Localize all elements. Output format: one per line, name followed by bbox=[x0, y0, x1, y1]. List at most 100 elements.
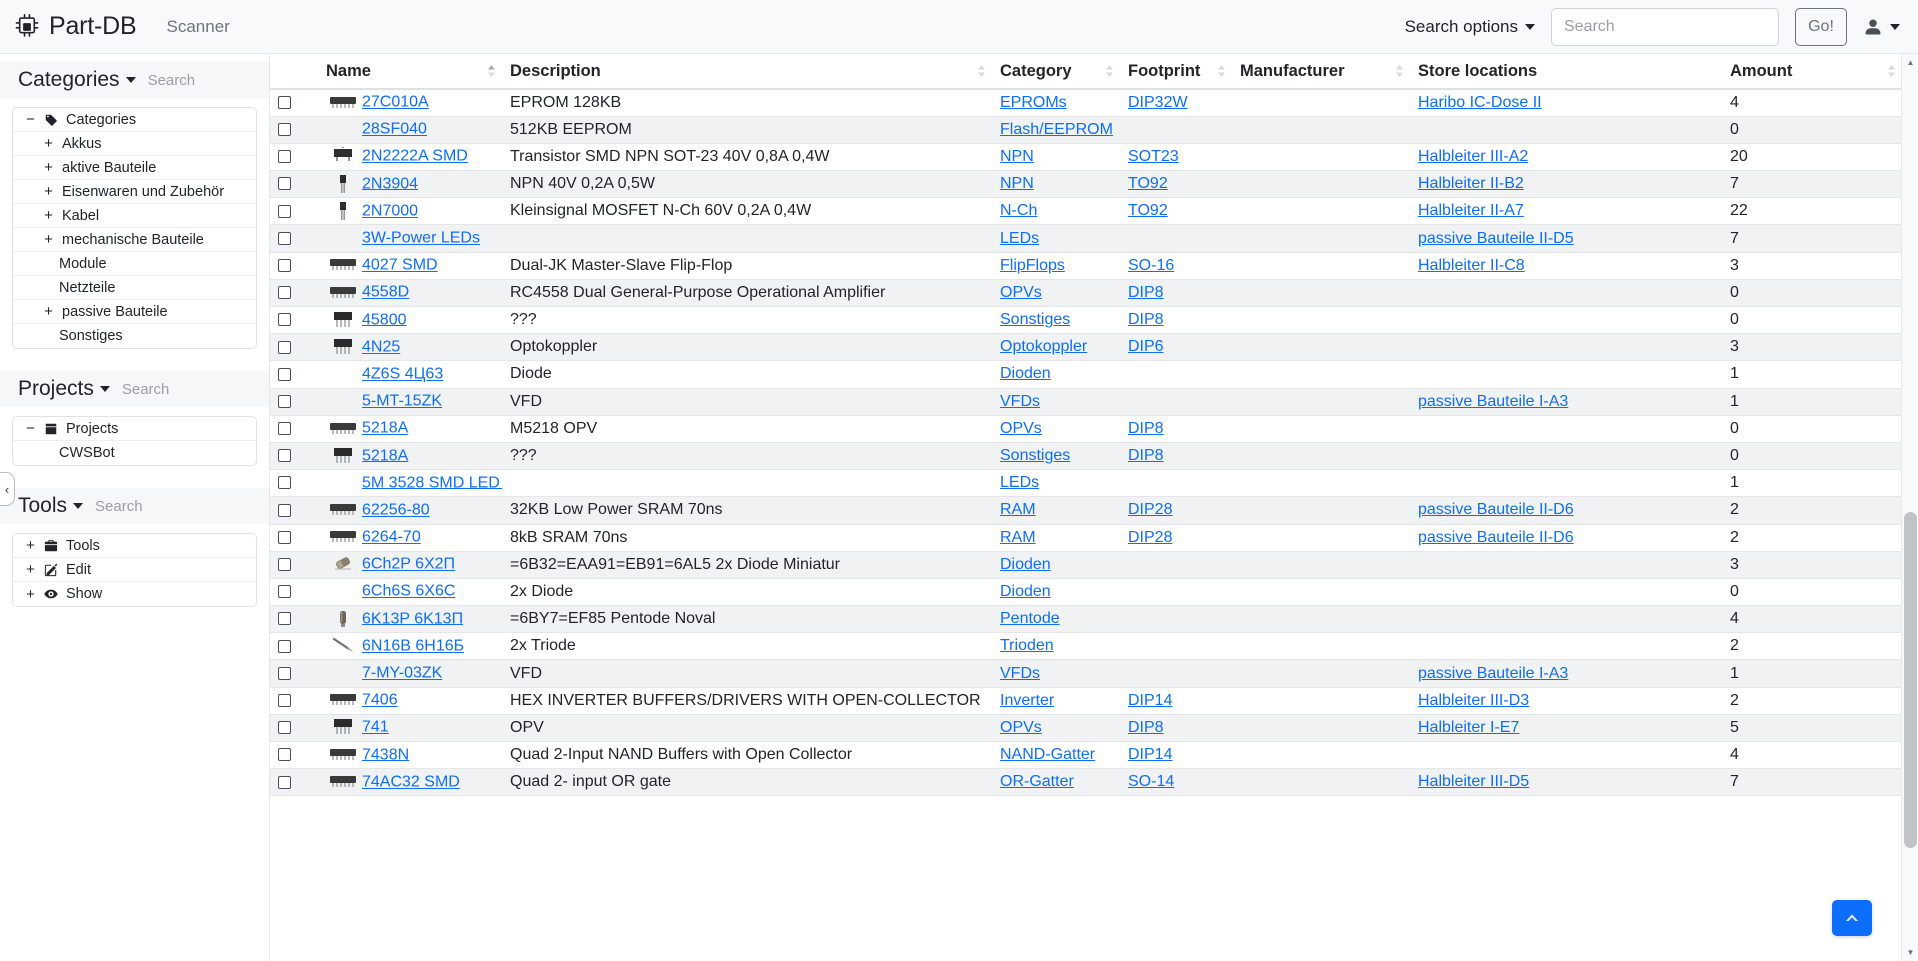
part-name-link[interactable]: 5M 3528 SMD LED RGB-Strip bbox=[362, 474, 502, 492]
table-row[interactable]: 5218A M5218 OPV OPVs DIP8 0 bbox=[270, 415, 1902, 443]
table-row[interactable]: 7-MY-03ZK VFD VFDs passive Bauteile I-A3 1 bbox=[270, 659, 1902, 688]
column-header-store-locations[interactable]: Store locations bbox=[1410, 54, 1722, 90]
footprint-link[interactable]: SO-16 bbox=[1128, 256, 1175, 274]
table-row[interactable]: 3W-Power LEDs LEDs passive Bauteile II-D5 7 bbox=[270, 224, 1902, 253]
category-link[interactable]: N-Ch bbox=[1000, 202, 1038, 220]
store-location-link[interactable]: passive Bauteile II-D5 bbox=[1418, 229, 1574, 247]
part-name-link[interactable]: 741 bbox=[362, 719, 389, 737]
part-name-link[interactable]: 28SF040 bbox=[362, 121, 427, 139]
column-header-category[interactable]: Category bbox=[992, 54, 1120, 90]
row-checkbox[interactable] bbox=[278, 231, 291, 245]
part-name-link[interactable]: 45800 bbox=[362, 311, 407, 329]
category-link[interactable]: NPN bbox=[1000, 175, 1034, 193]
table-row[interactable]: 4027 SMD Dual-JK Master-Slave Flip-Flop Fl… bbox=[270, 252, 1902, 280]
row-checkbox[interactable] bbox=[278, 639, 291, 653]
user-menu[interactable] bbox=[1863, 17, 1900, 37]
part-name-link[interactable]: 6K13P 6K13П bbox=[362, 610, 464, 628]
category-link[interactable]: Optokoppler bbox=[1000, 338, 1088, 356]
category-link[interactable]: OPVs bbox=[1000, 419, 1042, 437]
row-checkbox[interactable] bbox=[278, 585, 291, 599]
table-row[interactable]: 2N2222A SMD Transistor SMD NPN SOT-23 40V… bbox=[270, 143, 1902, 172]
expand-icon[interactable]: + bbox=[44, 159, 53, 176]
footprint-link[interactable]: TO92 bbox=[1128, 175, 1168, 193]
part-name-link[interactable]: 6Ch6S 6X6C bbox=[362, 583, 456, 601]
store-location-link[interactable]: Haribo IC-Dose II bbox=[1418, 93, 1542, 111]
tree-item-sonstiges[interactable]: Sonstiges bbox=[13, 324, 256, 348]
expand-icon[interactable]: + bbox=[44, 207, 53, 224]
tree-item-edit[interactable]: + Edit bbox=[13, 558, 256, 582]
category-link[interactable]: Inverter bbox=[1000, 691, 1055, 709]
categories-search-input[interactable] bbox=[147, 71, 268, 89]
vertical-scrollbar[interactable]: ▲ ▼ bbox=[1901, 54, 1918, 961]
category-link[interactable]: LEDs bbox=[1000, 229, 1040, 247]
scroll-to-top-button[interactable] bbox=[1832, 900, 1872, 936]
footprint-link[interactable]: DIP8 bbox=[1128, 419, 1164, 437]
row-checkbox[interactable] bbox=[278, 123, 291, 137]
part-name-link[interactable]: 2N7000 bbox=[362, 202, 419, 220]
row-checkbox[interactable] bbox=[278, 666, 291, 680]
category-link[interactable]: Sonstiges bbox=[1000, 447, 1071, 465]
footprint-link[interactable]: TO92 bbox=[1128, 202, 1168, 220]
footprint-link[interactable]: DIP8 bbox=[1128, 447, 1164, 465]
footprint-link[interactable]: DIP14 bbox=[1128, 746, 1173, 764]
table-row[interactable]: 6Ch6S 6X6C 2x Diode Dioden 0 bbox=[270, 578, 1902, 607]
category-link[interactable]: OPVs bbox=[1000, 718, 1042, 736]
table-row[interactable]: 2N3904 NPN 40V 0,2A 0,5W NPN TO92 Halbleiter… bbox=[270, 170, 1902, 199]
category-link[interactable]: NAND-Gatter bbox=[1000, 746, 1096, 764]
table-row[interactable]: 7438N Quad 2-Input NAND Buffers with Open… bbox=[270, 741, 1902, 770]
category-link[interactable]: Dioden bbox=[1000, 582, 1051, 600]
row-checkbox[interactable] bbox=[278, 340, 291, 354]
category-link[interactable]: EPROMs bbox=[1000, 93, 1067, 111]
store-location-link[interactable]: Halbleiter I-E7 bbox=[1418, 718, 1520, 736]
store-location-link[interactable]: passive Bauteile I-A3 bbox=[1418, 392, 1569, 410]
expand-icon[interactable]: + bbox=[44, 303, 53, 320]
table-row[interactable]: 6Ch2P 6X2П =6B32=EAA91=EB91=6AL5 2x Diode… bbox=[270, 551, 1902, 579]
category-link[interactable]: RAM bbox=[1000, 501, 1036, 519]
category-link[interactable]: Dioden bbox=[1000, 365, 1051, 383]
table-row[interactable]: 5-MT-15ZK VFD VFDs passive Bauteile I-A3 1 bbox=[270, 388, 1902, 416]
store-location-link[interactable]: Halbleiter II-C8 bbox=[1418, 256, 1525, 274]
table-row[interactable]: 62256-80 32KB Low Power SRAM 70ns RAM DIP28… bbox=[270, 496, 1902, 525]
tree-item-projects[interactable]: − Projects bbox=[13, 417, 256, 441]
category-link[interactable]: VFDs bbox=[1000, 664, 1040, 682]
table-row[interactable]: 5218A??? Sonstiges DIP8 0 bbox=[270, 442, 1902, 471]
store-location-link[interactable]: passive Bauteile II-D6 bbox=[1418, 501, 1574, 519]
tree-item-tools[interactable]: + Tools bbox=[13, 534, 256, 558]
scrollbar-up-arrow[interactable]: ▲ bbox=[1906, 58, 1915, 67]
expand-icon[interactable]: + bbox=[26, 537, 35, 554]
tools-search-input[interactable] bbox=[95, 497, 216, 515]
row-checkbox[interactable] bbox=[278, 748, 291, 762]
projects-search-input[interactable] bbox=[121, 380, 242, 398]
part-name-link[interactable]: 7-MY-03ZK bbox=[362, 664, 443, 682]
table-row[interactable]: 4Z6S 4Ц63 Diode Dioden 1 bbox=[270, 360, 1902, 389]
search-options-dropdown[interactable]: Search options bbox=[1405, 17, 1535, 37]
table-row[interactable]: 741 OPV OPVs DIP8 Halbleiter I-E7 5 bbox=[270, 714, 1902, 743]
row-checkbox[interactable] bbox=[278, 693, 291, 707]
table-row[interactable]: 45800??? Sonstiges DIP8 0 bbox=[270, 306, 1902, 335]
store-location-link[interactable]: Halbleiter III-D5 bbox=[1418, 773, 1530, 791]
footprint-link[interactable]: DIP28 bbox=[1128, 501, 1173, 519]
store-location-link[interactable]: Halbleiter III-D3 bbox=[1418, 691, 1530, 709]
part-name-link[interactable]: 5218A bbox=[362, 447, 409, 465]
nav-item-scanner[interactable]: Scanner bbox=[166, 16, 230, 36]
part-name-link[interactable]: 5218A bbox=[362, 420, 409, 438]
category-link[interactable]: Trioden bbox=[1000, 637, 1054, 655]
table-row[interactable]: 4N25 Optokoppler Optokoppler DIP6 3 bbox=[270, 333, 1902, 362]
scrollbar-thumb[interactable] bbox=[1904, 512, 1917, 848]
store-location-link[interactable]: Halbleiter III-A2 bbox=[1418, 147, 1529, 165]
column-header-footprint[interactable]: Footprint bbox=[1120, 54, 1232, 90]
table-row[interactable]: 7406 HEX INVERTER BUFFERS/DRIVERS WITH OP… bbox=[270, 687, 1902, 715]
column-header-amount[interactable]: Amount bbox=[1722, 54, 1902, 90]
category-link[interactable]: OPVs bbox=[1000, 283, 1042, 301]
brand-logo[interactable]: Part-DB bbox=[14, 12, 137, 41]
part-name-link[interactable]: 4027 SMD bbox=[362, 256, 438, 274]
expand-icon[interactable]: + bbox=[26, 585, 35, 603]
part-name-link[interactable]: 6Ch2P 6X2П bbox=[362, 556, 456, 574]
table-row[interactable]: 6K13P 6K13П =6BY7=EF85 Pentode Noval Pento… bbox=[270, 605, 1902, 634]
footprint-link[interactable]: SOT23 bbox=[1128, 147, 1179, 165]
expand-icon[interactable]: + bbox=[44, 183, 53, 200]
row-checkbox[interactable] bbox=[278, 476, 291, 490]
tree-item-cwsbot[interactable]: CWSBot bbox=[13, 441, 256, 465]
part-name-link[interactable]: 7406 bbox=[362, 691, 398, 709]
tree-item-show[interactable]: + Show bbox=[13, 582, 256, 606]
